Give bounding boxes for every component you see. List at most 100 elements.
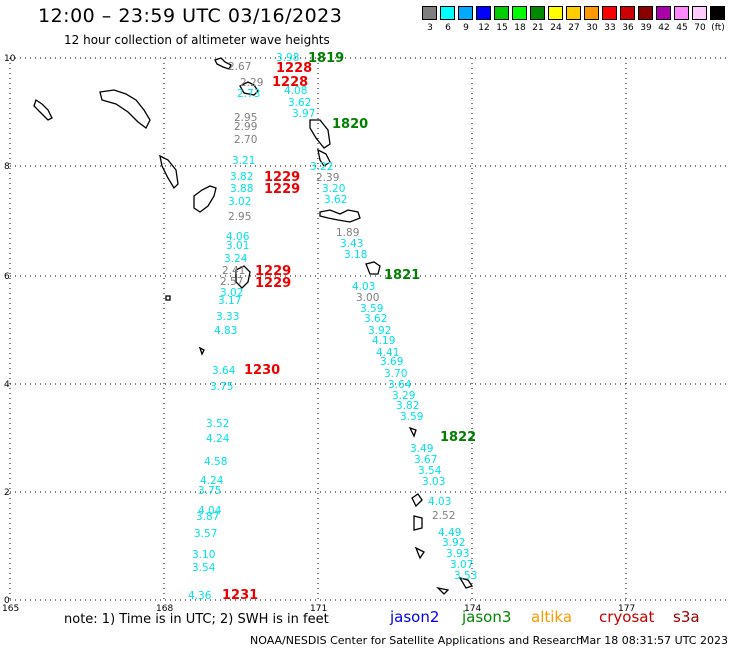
wave-height-label: 4.03 bbox=[428, 496, 451, 508]
scale-label: 12 bbox=[478, 23, 490, 33]
scale-label: 6 bbox=[445, 23, 451, 33]
wave-height-label: 3.54 bbox=[192, 562, 216, 574]
wave-height-label: 3.21 bbox=[232, 155, 255, 167]
y-tick-label: 2 bbox=[4, 488, 10, 498]
island bbox=[235, 265, 251, 289]
island bbox=[198, 346, 205, 356]
scale-label: 45 bbox=[676, 23, 688, 33]
wave-height-label: 2.95 bbox=[234, 112, 257, 124]
island bbox=[411, 493, 423, 508]
wave-height-label: 3.49 bbox=[410, 443, 433, 455]
island bbox=[319, 209, 361, 223]
wave-height-label: 3.64 bbox=[388, 379, 412, 391]
wave-height-label: 3.69 bbox=[380, 356, 403, 368]
wave-height-label: 3.52 bbox=[206, 418, 229, 430]
island bbox=[436, 586, 450, 595]
pass-time-label: 1819 bbox=[308, 51, 344, 66]
island bbox=[165, 295, 171, 301]
legend-jason3: jason3 bbox=[462, 608, 512, 626]
pass-time-label: 1229 bbox=[264, 182, 300, 197]
map-grid bbox=[9, 57, 730, 601]
wave-height-label: 4.04 bbox=[198, 505, 222, 517]
scale-label: 30 bbox=[586, 23, 598, 33]
wave-height-label: 3.59 bbox=[360, 303, 383, 315]
wave-height-label: 4.41 bbox=[376, 347, 399, 359]
wave-height-label: 2.57 bbox=[220, 276, 243, 288]
wave-height-label: 3.92 bbox=[442, 537, 465, 549]
wave-height-label: 3.62 bbox=[324, 194, 347, 206]
time-labels-east: 1819 1820 1821 1822 bbox=[308, 51, 476, 445]
wave-height-label: 2.41 bbox=[222, 265, 245, 277]
wave-height-label: 4.24 bbox=[200, 475, 224, 487]
wave-height-label: 3.29 bbox=[392, 390, 415, 402]
island bbox=[458, 576, 474, 589]
wave-height-label: 4.24 bbox=[206, 433, 230, 445]
wave-height-label: 3.01 bbox=[226, 240, 249, 252]
y-tick-label: 10 bbox=[4, 54, 16, 64]
island bbox=[317, 148, 331, 167]
wave-height-label: 4.58 bbox=[204, 456, 227, 468]
scale-label: 18 bbox=[514, 23, 526, 33]
scale-swatch bbox=[638, 6, 653, 20]
x-tick-label: 171 bbox=[310, 604, 327, 614]
scale-swatch bbox=[620, 6, 635, 20]
pass-time-label: 1820 bbox=[332, 117, 368, 132]
axis-labels: 165 168 171 174 177 10 8 6 4 2 0 bbox=[2, 54, 635, 614]
scale-swatch bbox=[458, 6, 473, 20]
wave-height-label: 4.08 bbox=[284, 85, 307, 97]
scale-swatch bbox=[656, 6, 671, 20]
wave-height-label: 3.62 bbox=[288, 97, 311, 109]
altimeter-track-east: 3.984.083.623.973.222.393.203.621.893.43… bbox=[276, 52, 477, 582]
wave-height-label: 2.99 bbox=[234, 121, 257, 133]
wave-height-label: 4.03 bbox=[352, 281, 375, 293]
scale-label: 21 bbox=[532, 23, 544, 33]
pass-time-label: 1821 bbox=[384, 268, 420, 283]
pass-time-label: 1230 bbox=[244, 363, 280, 378]
scale-swatch bbox=[494, 6, 509, 20]
scale-label: 24 bbox=[550, 23, 562, 33]
scale-swatch bbox=[584, 6, 599, 20]
wave-height-label: 3.57 bbox=[194, 528, 217, 540]
wave-height-label: 3.97 bbox=[292, 108, 315, 120]
scale-swatch bbox=[692, 6, 707, 20]
wave-height-label: 2.39 bbox=[316, 172, 339, 184]
scale-label: 27 bbox=[568, 23, 580, 33]
x-tick-label: 174 bbox=[464, 604, 481, 614]
wave-height-label: 4.19 bbox=[372, 335, 395, 347]
wave-height-label: 3.98 bbox=[276, 52, 299, 64]
credit-source: NOAA/NESDIS Center for Satellite Applica… bbox=[250, 634, 584, 647]
wave-height-label: 3.82 bbox=[230, 171, 253, 183]
pass-time-label: 1229 bbox=[264, 170, 300, 185]
pass-time-label: 1228 bbox=[276, 61, 312, 76]
y-tick-label: 4 bbox=[4, 380, 10, 390]
y-tick-label: 6 bbox=[4, 272, 10, 282]
credit-timestamp: Mar 18 08:31:57 UTC 2023 bbox=[580, 634, 728, 647]
pass-time-label: 1822 bbox=[440, 430, 476, 445]
wave-height-label: 3.59 bbox=[400, 411, 423, 423]
wave-height-label: 3.07 bbox=[450, 559, 473, 571]
scale-label: 42 bbox=[658, 23, 670, 33]
wave-height-label: 4.49 bbox=[438, 527, 461, 539]
wave-height-label: 3.62 bbox=[364, 313, 387, 325]
scale-label: 15 bbox=[496, 23, 508, 33]
pass-time-label: 1228 bbox=[272, 75, 308, 90]
scale-swatch bbox=[440, 6, 455, 20]
wave-height-label: 3.22 bbox=[310, 161, 333, 173]
island bbox=[413, 515, 423, 531]
wave-height-label: 2.70 bbox=[234, 134, 257, 146]
wave-height-label: 3.54 bbox=[418, 465, 442, 477]
pass-time-label: 1229 bbox=[255, 276, 291, 291]
scale-swatch bbox=[710, 6, 725, 20]
y-tick-label: 0 bbox=[4, 596, 10, 606]
scale-swatch bbox=[674, 6, 689, 20]
footer-note: note: 1) Time is in UTC; 2) SWH is in fe… bbox=[64, 612, 329, 627]
scale-label: 39 bbox=[640, 23, 652, 33]
wave-height-label: 3.64 bbox=[212, 365, 236, 377]
island bbox=[309, 119, 331, 149]
wave-height-label: 1.89 bbox=[336, 227, 359, 239]
island bbox=[414, 546, 425, 560]
scale-swatch bbox=[422, 6, 437, 20]
scale-label: 70 bbox=[694, 23, 706, 33]
